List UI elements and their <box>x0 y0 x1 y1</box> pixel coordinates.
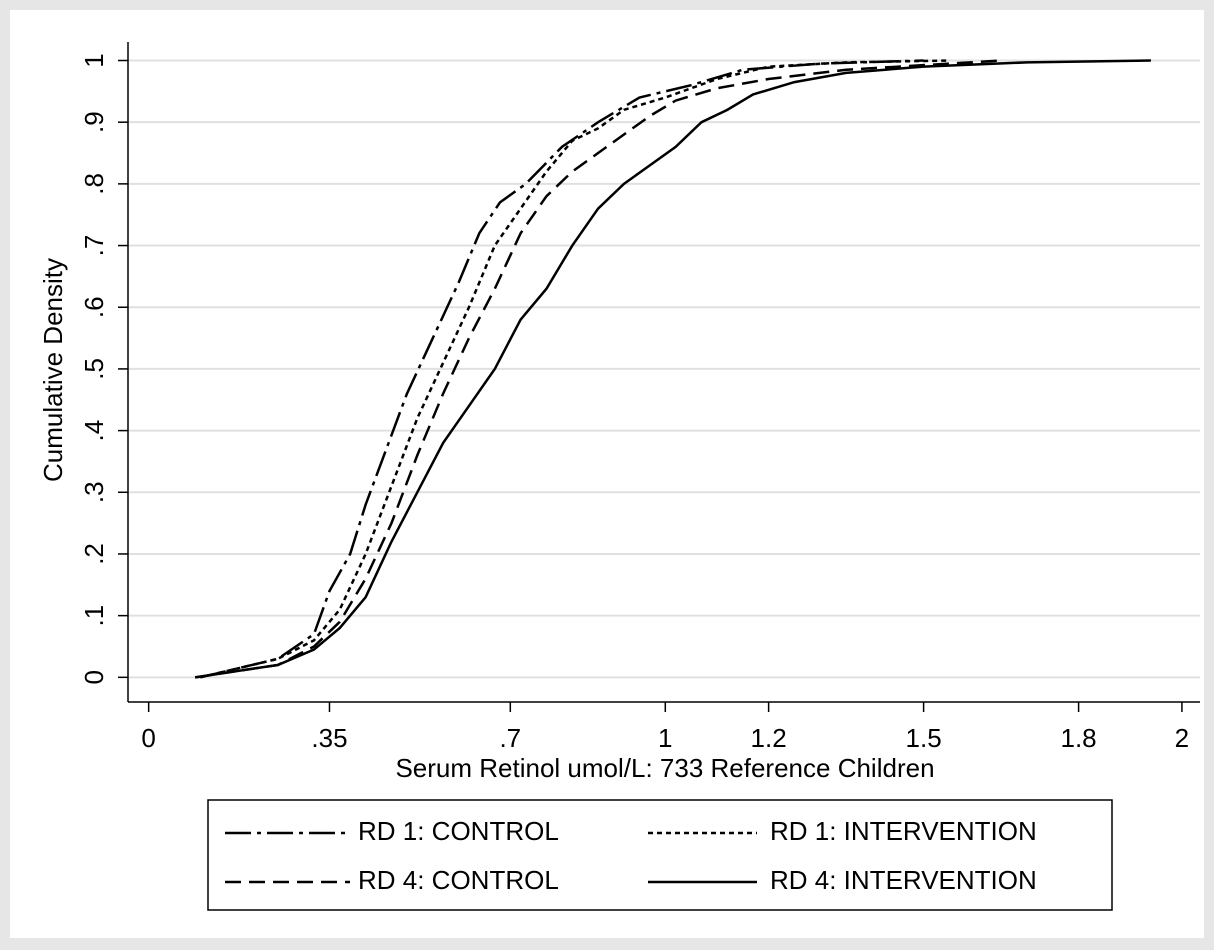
y-tick-label: .6 <box>79 296 109 318</box>
y-tick-label: .4 <box>79 420 109 442</box>
legend-label: RD 4: CONTROL <box>358 865 559 895</box>
x-axis-label: Serum Retinol umol/L: 733 Reference Chil… <box>395 753 934 783</box>
legend-label: RD 1: CONTROL <box>358 816 559 846</box>
x-tick-label: 1.5 <box>906 723 942 753</box>
legend-box <box>207 799 1113 911</box>
series-line <box>194 59 1151 679</box>
y-tick-label: .1 <box>79 605 109 627</box>
x-tick-label: 1 <box>658 723 672 753</box>
x-tick-label: .7 <box>499 723 521 753</box>
y-tick-label: .3 <box>79 481 109 503</box>
x-tick-label: 0 <box>141 723 155 753</box>
y-tick-label: 1 <box>79 53 109 67</box>
series-line <box>200 59 950 679</box>
x-tick-label: 2 <box>1175 723 1189 753</box>
series-line <box>194 59 1002 679</box>
y-tick-label: .5 <box>79 358 109 380</box>
x-tick-label: 1.8 <box>1061 723 1097 753</box>
y-tick-label: 0 <box>79 670 109 684</box>
legend-label: RD 4: INTERVENTION <box>770 865 1037 895</box>
y-tick-label: .2 <box>79 543 109 565</box>
graph-region <box>10 10 1204 938</box>
y-tick-label: .8 <box>79 173 109 195</box>
x-tick-label: 1.2 <box>751 723 787 753</box>
legend-label: RD 1: INTERVENTION <box>770 816 1037 846</box>
y-tick-label: .7 <box>79 235 109 257</box>
series-line <box>200 59 924 679</box>
y-axis-label: Cumulative Density <box>38 258 68 482</box>
x-tick-label: .35 <box>311 723 347 753</box>
y-tick-label: .9 <box>79 111 109 133</box>
